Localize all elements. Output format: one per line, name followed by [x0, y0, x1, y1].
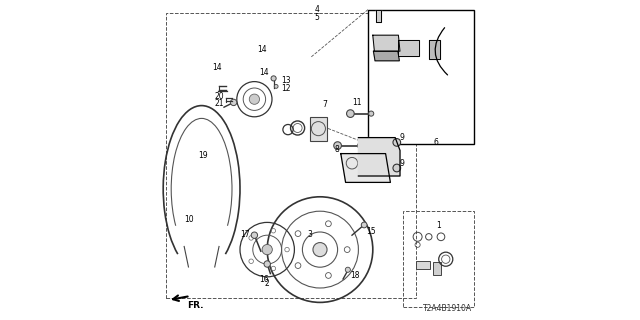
- Circle shape: [346, 267, 351, 272]
- Text: 12: 12: [282, 84, 291, 93]
- Polygon shape: [372, 35, 400, 51]
- Text: 4: 4: [314, 5, 319, 14]
- Text: 8: 8: [335, 145, 339, 154]
- Circle shape: [249, 94, 260, 104]
- Text: 10: 10: [184, 215, 194, 224]
- Text: 3: 3: [308, 230, 312, 239]
- Circle shape: [347, 110, 355, 117]
- Circle shape: [262, 244, 273, 255]
- Text: 2: 2: [265, 279, 269, 288]
- Bar: [310, 117, 328, 141]
- Polygon shape: [429, 40, 440, 59]
- Circle shape: [393, 164, 401, 172]
- Text: 7: 7: [323, 100, 328, 109]
- Polygon shape: [358, 138, 400, 176]
- Text: 14: 14: [259, 68, 269, 76]
- Text: 5: 5: [314, 13, 319, 22]
- Circle shape: [361, 222, 367, 228]
- Bar: [433, 262, 440, 275]
- Bar: [416, 261, 431, 269]
- Text: 19: 19: [198, 151, 207, 160]
- Bar: [403, 211, 474, 307]
- Circle shape: [369, 111, 374, 116]
- Text: 14: 14: [212, 63, 221, 72]
- Text: 14: 14: [258, 45, 268, 54]
- Circle shape: [334, 142, 342, 149]
- Text: 18: 18: [351, 271, 360, 280]
- Circle shape: [357, 143, 362, 148]
- Text: 16: 16: [259, 275, 269, 284]
- Text: 6: 6: [434, 138, 438, 147]
- Circle shape: [230, 99, 237, 106]
- Text: 11: 11: [353, 98, 362, 107]
- Circle shape: [393, 139, 401, 146]
- Circle shape: [313, 243, 327, 257]
- Text: T2A4B1910A: T2A4B1910A: [424, 304, 472, 313]
- Bar: [368, 10, 474, 144]
- Polygon shape: [373, 51, 399, 61]
- Text: 9: 9: [400, 159, 405, 168]
- Circle shape: [274, 84, 278, 88]
- Text: 17: 17: [241, 230, 250, 239]
- Text: FR.: FR.: [187, 301, 204, 310]
- Text: 13: 13: [282, 76, 291, 85]
- Text: 9: 9: [400, 133, 405, 142]
- Text: 20: 20: [214, 92, 224, 100]
- Circle shape: [264, 261, 270, 267]
- Circle shape: [271, 76, 276, 81]
- Bar: [166, 13, 416, 298]
- Text: 15: 15: [366, 227, 376, 236]
- Text: 21: 21: [214, 99, 224, 108]
- Text: 1: 1: [436, 221, 441, 230]
- Circle shape: [251, 232, 257, 238]
- Polygon shape: [398, 40, 419, 56]
- Polygon shape: [340, 154, 390, 182]
- Polygon shape: [376, 10, 381, 22]
